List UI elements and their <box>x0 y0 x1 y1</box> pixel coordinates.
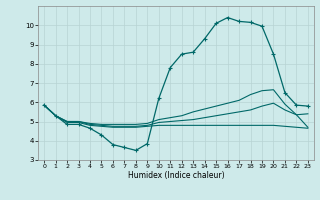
X-axis label: Humidex (Indice chaleur): Humidex (Indice chaleur) <box>128 171 224 180</box>
